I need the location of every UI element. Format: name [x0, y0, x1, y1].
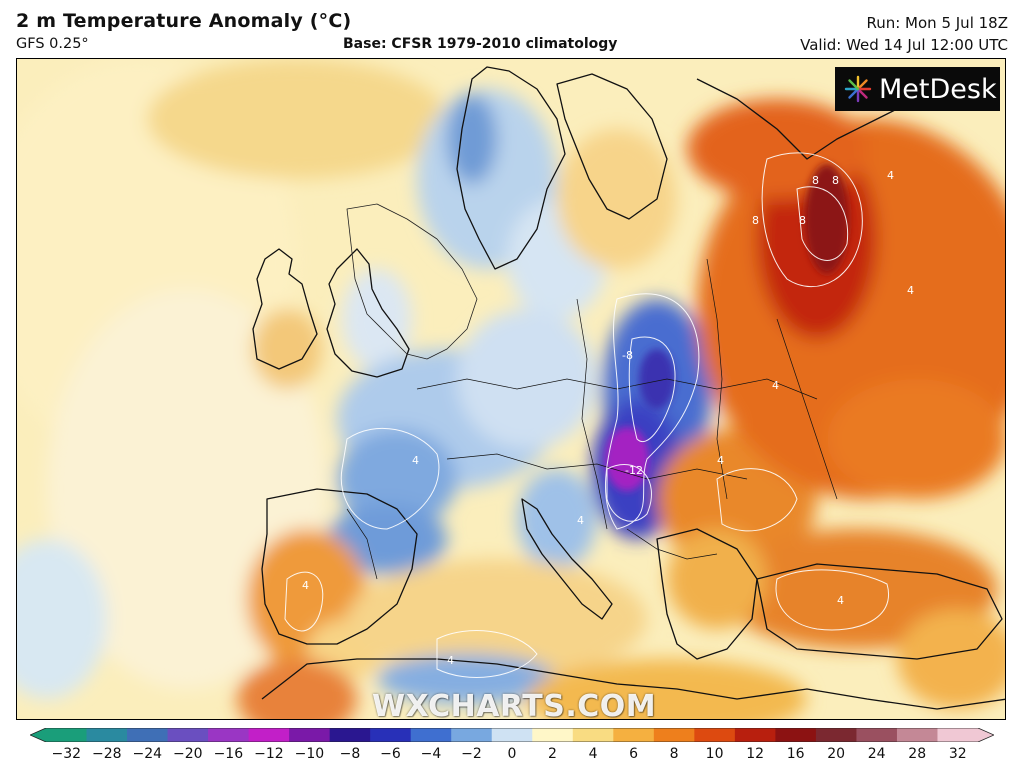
anomaly-field [17, 59, 1005, 719]
colorbar-swatch [572, 728, 614, 742]
valid-time-label: Valid: Wed 14 Jul 12:00 UTC [800, 36, 1008, 54]
wxcharts-watermark: WXCHARTS.COM [372, 689, 657, 720]
metdesk-logo: MetDesk [835, 67, 1000, 111]
colorbar-tick-label: −6 [380, 746, 401, 762]
colorbar-tick-label: −16 [213, 746, 244, 762]
colorbar-tick-label: 10 [705, 746, 724, 762]
colorbar-tick-label: 4 [588, 746, 598, 762]
colorbar-swatch [127, 728, 169, 742]
colorbar-swatch [734, 728, 776, 742]
anomaly-map: -8 -12 8 8 8 4 4 4 4 4 8 4 4 4 4 [16, 58, 1006, 720]
colorbar-max-arrow [978, 728, 994, 742]
contour-label: 4 [717, 454, 724, 467]
colorbar-swatch [208, 728, 250, 742]
colorbar-swatch [451, 728, 493, 742]
colorbar-tick-label: −4 [420, 746, 442, 762]
contour-label: 8 [832, 174, 839, 187]
contour-label: 8 [799, 214, 806, 227]
colorbar-swatch [167, 728, 209, 742]
colorbar-labels: −32 −28 −24 −20 −16 −12 −10 −8 −6 −4 −2 0 2 4 6 8 10 12 16… [0, 746, 1024, 766]
colorbar-tick-label: 0 [507, 746, 517, 762]
contour-label: 4 [907, 284, 914, 297]
colorbar-swatch [694, 728, 736, 742]
colorbar-tick-label: 32 [948, 746, 967, 762]
map-canvas: -8 -12 8 8 8 4 4 4 4 4 8 4 4 4 4 [17, 59, 1005, 719]
contour-label: 4 [412, 454, 419, 467]
colorbar-swatch [86, 728, 128, 742]
model-label: GFS 0.25° [16, 36, 89, 52]
colorbar-tick-label: 28 [908, 746, 927, 762]
colorbar-tick-label: 20 [827, 746, 846, 762]
contour-label: -12 [625, 464, 643, 477]
colorbar-swatch [937, 728, 979, 742]
colorbar-swatch [370, 728, 412, 742]
colorbar-tick-label: −32 [51, 746, 82, 762]
colorbar-tick-label: −12 [254, 746, 284, 762]
colorbar-swatch [46, 728, 88, 742]
colorbar-tick-label: −20 [173, 746, 203, 762]
coastlines [252, 66, 1005, 710]
contour-label: -8 [622, 349, 633, 362]
metdesk-logo-text: MetDesk [879, 73, 997, 105]
chart-title: 2 m Temperature Anomaly (°C) [16, 10, 352, 32]
contour-label: 8 [812, 174, 819, 187]
colorbar-tick-label: −8 [339, 746, 361, 762]
country-borders [346, 258, 838, 580]
colorbar-swatch [896, 728, 939, 742]
colorbar-tick-label: 12 [746, 746, 765, 762]
colorbar-swatch [775, 728, 817, 742]
colorbar-swatch [532, 728, 574, 742]
cold-core [605, 164, 849, 491]
colorbar-swatch [491, 728, 533, 742]
colorbar-tick-label: 2 [548, 746, 557, 762]
contour-label-group: -8 -12 8 8 8 4 4 4 4 4 8 4 4 4 4 [302, 169, 914, 667]
contour-label: 4 [447, 654, 454, 667]
contour-label: 4 [577, 514, 584, 527]
colorbar [30, 728, 994, 742]
contour-label: 4 [772, 379, 779, 392]
contour-label: 4 [837, 594, 844, 607]
contour-label: 8 [752, 214, 759, 227]
colorbar-min-arrow [30, 728, 46, 742]
run-time-label: Run: Mon 5 Jul 18Z [866, 14, 1008, 32]
colorbar-swatch [856, 728, 898, 742]
colorbar-tick-label: 8 [669, 746, 679, 762]
colorbar-swatch [613, 728, 655, 742]
colorbar-tick-label: 16 [786, 746, 805, 762]
contour-label: 4 [302, 579, 309, 592]
colorbar-tick-label: 24 [867, 746, 886, 762]
colorbar-swatch [815, 728, 858, 742]
colorbar-swatch [248, 728, 290, 742]
colorbar-swatch [410, 728, 452, 742]
climatology-base-label: Base: CFSR 1979-2010 climatology [343, 36, 618, 52]
colorbar-swatch [329, 728, 371, 742]
colorbar-tick-label: 6 [629, 746, 639, 762]
colorbar-swatch [289, 728, 331, 742]
contour-label: 4 [887, 169, 894, 182]
colorbar-tick-label: −2 [461, 746, 482, 762]
colorbar-tick-label: −24 [132, 746, 163, 762]
metdesk-starburst-icon [844, 75, 872, 103]
colorbar-tick-label: −28 [92, 746, 122, 762]
colorbar-tick-label: −10 [294, 746, 325, 762]
contour-lines [284, 152, 890, 678]
colorbar-swatch [653, 728, 695, 742]
